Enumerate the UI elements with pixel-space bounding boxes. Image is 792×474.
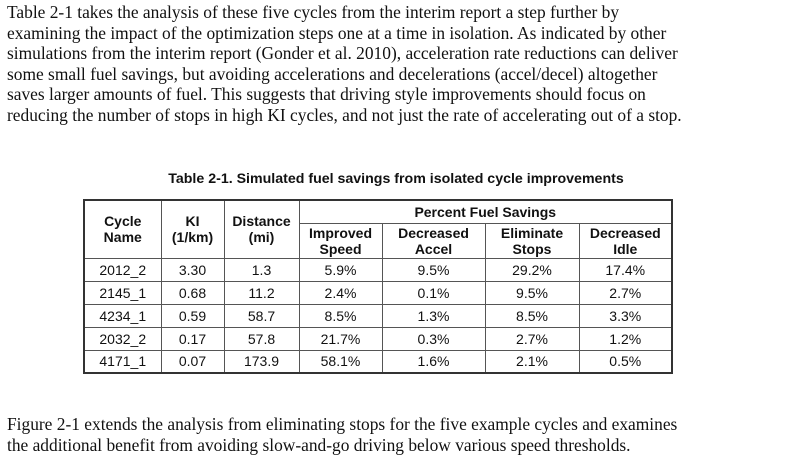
header-cycle-name: Cycle Name [83,199,162,259]
cell-distance: 173.9 [223,349,300,374]
header-percent-fuel-savings: Percent Fuel Savings [298,199,673,224]
cell-eliminate-stops: 9.5% [484,280,580,305]
text-line: examining the impact of the optimization… [7,22,667,43]
header-decreased-idle: Decreased Idle [578,222,673,259]
table-row: 4234_1 0.59 58.7 8.5% 1.3% 8.5% 3.3% [83,303,673,328]
cell-improved-speed: 58.1% [298,349,383,374]
header-improved-speed: Improved Speed [298,222,383,259]
table-row: 2145_1 0.68 11.2 2.4% 0.1% 9.5% 2.7% [83,280,673,305]
text-line: the additional benefit from avoiding slo… [7,434,631,455]
cell-decreased-idle: 17.4% [578,257,673,282]
intro-paragraph: Table 2-1 takes the analysis of these fi… [7,2,787,126]
cell-eliminate-stops: 8.5% [484,303,580,328]
text-line: reducing the number of stops in high KI … [7,104,682,125]
fuel-savings-table: Cycle Name KI (1/km) Distance (mi) Perce… [83,199,673,374]
cell-eliminate-stops: 2.1% [484,349,580,374]
header-decreased-accel: Decreased Accel [381,222,486,259]
cell-distance: 1.3 [223,257,300,282]
cell-improved-speed: 21.7% [298,326,383,351]
cell-decreased-idle: 1.2% [578,326,673,351]
closing-paragraph: Figure 2-1 extends the analysis from eli… [7,414,787,455]
cell-decreased-accel: 9.5% [381,257,486,282]
cell-cycle-name: 2012_2 [83,257,162,282]
cell-cycle-name: 4171_1 [83,349,162,374]
cell-ki: 0.17 [160,326,225,351]
header-eliminate-stops: Eliminate Stops [484,222,580,259]
cell-decreased-idle: 2.7% [578,280,673,305]
cell-improved-speed: 2.4% [298,280,383,305]
cell-eliminate-stops: 2.7% [484,326,580,351]
cell-cycle-name: 2032_2 [83,326,162,351]
cell-ki: 0.07 [160,349,225,374]
table-subheader-row: Improved Speed Decreased Accel Eliminate… [84,222,673,259]
table-caption: Table 2-1. Simulated fuel savings from i… [168,171,624,187]
table-row: 4171_1 0.07 173.9 58.1% 1.6% 2.1% 0.5% [83,349,673,374]
cell-distance: 58.7 [223,303,300,328]
cell-ki: 0.59 [160,303,225,328]
cell-decreased-accel: 0.1% [381,280,486,305]
header-ki: KI (1/km) [160,199,225,259]
cell-distance: 57.8 [223,326,300,351]
cell-ki: 0.68 [160,280,225,305]
cell-decreased-accel: 0.3% [381,326,486,351]
text-line: Table 2-1 takes the analysis of these fi… [7,2,620,22]
cell-decreased-accel: 1.6% [381,349,486,374]
table-row: 2032_2 0.17 57.8 21.7% 0.3% 2.7% 1.2% [83,326,673,351]
cell-cycle-name: 2145_1 [83,280,162,305]
cell-improved-speed: 5.9% [298,257,383,282]
header-distance: Distance (mi) [223,199,300,259]
text-line: some small fuel savings, but avoiding ac… [7,63,658,84]
cell-distance: 11.2 [223,280,300,305]
table-row: 2012_2 3.30 1.3 5.9% 9.5% 29.2% 17.4% [83,257,673,282]
cell-ki: 3.30 [160,257,225,282]
cell-decreased-idle: 0.5% [578,349,673,374]
text-line: saves larger amounts of fuel. This sugge… [7,84,646,105]
table-header-row: Cycle Name KI (1/km) Distance (mi) Perce… [83,199,673,259]
cell-decreased-idle: 3.3% [578,303,673,328]
cell-cycle-name: 4234_1 [83,303,162,328]
cell-eliminate-stops: 29.2% [484,257,580,282]
text-line: Figure 2-1 extends the analysis from eli… [7,414,678,434]
cell-improved-speed: 8.5% [298,303,383,328]
text-line: simulations from the interim report (Gon… [7,43,678,64]
cell-decreased-accel: 1.3% [381,303,486,328]
